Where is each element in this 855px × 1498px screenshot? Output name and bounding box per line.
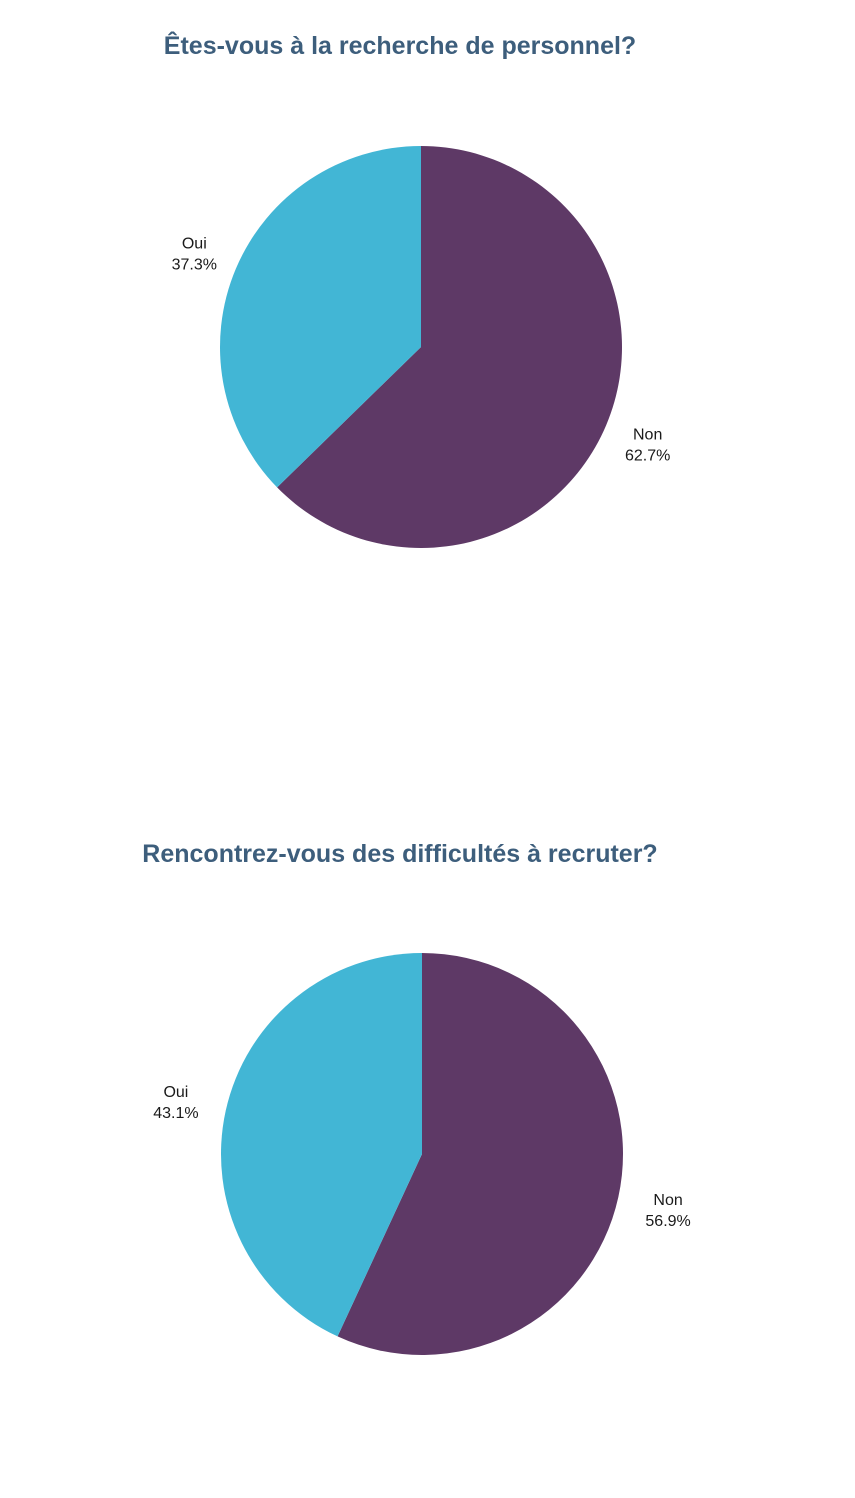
slice-category-label: Non — [653, 1192, 682, 1209]
slice-category-label: Non — [633, 427, 662, 444]
chart-title: Rencontrez-vous des difficultés à recrut… — [142, 840, 658, 868]
slice-percent-label: 62.7% — [625, 448, 670, 465]
pie-chart-difficultes-recruter: Rencontrez-vous des difficultés à recrut… — [0, 808, 855, 1498]
pie-chart-svg: Non 56.9% Oui 43.1% — [153, 953, 691, 1355]
slice-percent-label: 37.3% — [172, 256, 217, 273]
pie-chart-recherche-personnel: Êtes-vous à la recherche de personnel? N… — [163, 32, 670, 548]
slice-percent-label: 43.1% — [153, 1105, 198, 1122]
pie-slice-non — [337, 953, 623, 1355]
slice-label-non: Non 62.7% — [625, 427, 670, 465]
slice-label-oui: Oui 43.1% — [153, 1084, 198, 1122]
slice-category-label: Oui — [163, 1084, 188, 1101]
slice-label-non: Non 56.9% — [645, 1192, 690, 1230]
chart-title: Êtes-vous à la recherche de personnel? — [163, 32, 637, 60]
slice-category-label: Oui — [182, 235, 207, 252]
pie-slice-oui — [220, 146, 421, 488]
pie-chart-svg: Non 62.7% Oui 37.3% — [172, 146, 670, 548]
pie-slice-non — [277, 146, 622, 548]
slice-percent-label: 56.9% — [645, 1213, 690, 1230]
pie-slice-oui — [221, 953, 422, 1337]
slice-label-oui: Oui 37.3% — [172, 235, 217, 273]
